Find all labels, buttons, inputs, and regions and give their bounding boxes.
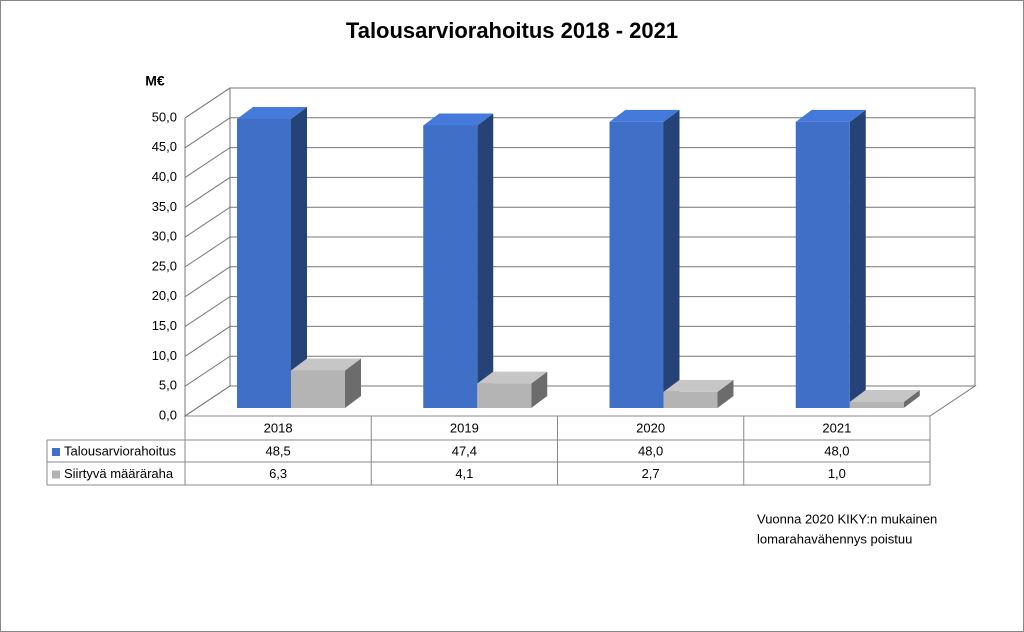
legend-label: Siirtyvä määräraha	[64, 466, 174, 481]
bar-side	[717, 379, 734, 408]
legend-label: Talousarviorahoitus	[64, 443, 177, 458]
bar	[849, 402, 904, 408]
bar	[423, 125, 478, 408]
x-tick-label: 2021	[822, 420, 851, 435]
data-label: 47,4	[452, 443, 477, 458]
data-label: 48,0	[638, 443, 663, 458]
bar	[291, 370, 345, 408]
y-tick-label: 25,0	[152, 258, 177, 273]
grid-line	[184, 266, 975, 298]
bar	[237, 118, 291, 408]
grid-line	[184, 117, 975, 149]
y-tick-label: 50,0	[152, 109, 177, 124]
chart-title: Talousarviorahoitus 2018 - 2021	[346, 18, 678, 43]
y-tick-label: 20,0	[152, 288, 177, 303]
legend-swatch	[52, 470, 60, 479]
y-tick-label: 5,0	[159, 378, 177, 393]
y-tick-label: 35,0	[152, 199, 177, 214]
bar-side	[903, 390, 920, 408]
data-label: 6,3	[269, 466, 287, 481]
grid-line	[184, 87, 975, 119]
annotation: Vuonna 2020 KIKY:n mukainen	[757, 511, 937, 526]
bar-side	[531, 371, 548, 408]
data-label: 48,0	[824, 443, 849, 458]
y-tick-label: 45,0	[152, 139, 177, 154]
annotation: lomarahavähennys poistuu	[757, 531, 912, 546]
x-tick-label: 2018	[264, 420, 293, 435]
y-tick-label: 40,0	[152, 169, 177, 184]
grid-line	[184, 325, 975, 357]
y-tick-label: 15,0	[152, 318, 177, 333]
data-label: 2,7	[642, 466, 660, 481]
data-label: 4,1	[455, 466, 473, 481]
bar-top	[423, 113, 494, 126]
bar-side	[477, 113, 494, 408]
data-label: 1,0	[828, 466, 846, 481]
y-tick-label: 10,0	[152, 348, 177, 363]
grid-line	[184, 296, 975, 328]
bar-top	[237, 106, 307, 119]
grid-line	[184, 236, 975, 268]
bar-top	[291, 358, 361, 371]
y-axis-label: M€	[145, 73, 165, 89]
y-tick-label: 30,0	[152, 229, 177, 244]
bar-side	[291, 106, 307, 408]
data-label: 48,5	[265, 443, 290, 458]
bar-side	[663, 109, 680, 409]
bar-top	[477, 371, 548, 384]
y-tick-label: 0,0	[159, 407, 177, 422]
bar-top	[663, 379, 734, 392]
bar	[795, 121, 850, 409]
bar-side	[849, 109, 866, 409]
bar	[609, 121, 664, 409]
bar-top	[609, 109, 680, 122]
grid-line	[184, 355, 975, 387]
bar	[663, 391, 718, 408]
x-tick-label: 2019	[450, 420, 479, 435]
bar-top	[849, 390, 920, 403]
bar-side	[345, 358, 361, 408]
bar-top	[795, 109, 866, 122]
grid-line	[184, 176, 975, 208]
grid-line	[184, 206, 975, 238]
legend-swatch	[52, 448, 60, 456]
x-tick-label: 2020	[636, 420, 665, 435]
bar	[477, 383, 532, 408]
grid-line	[184, 147, 975, 179]
